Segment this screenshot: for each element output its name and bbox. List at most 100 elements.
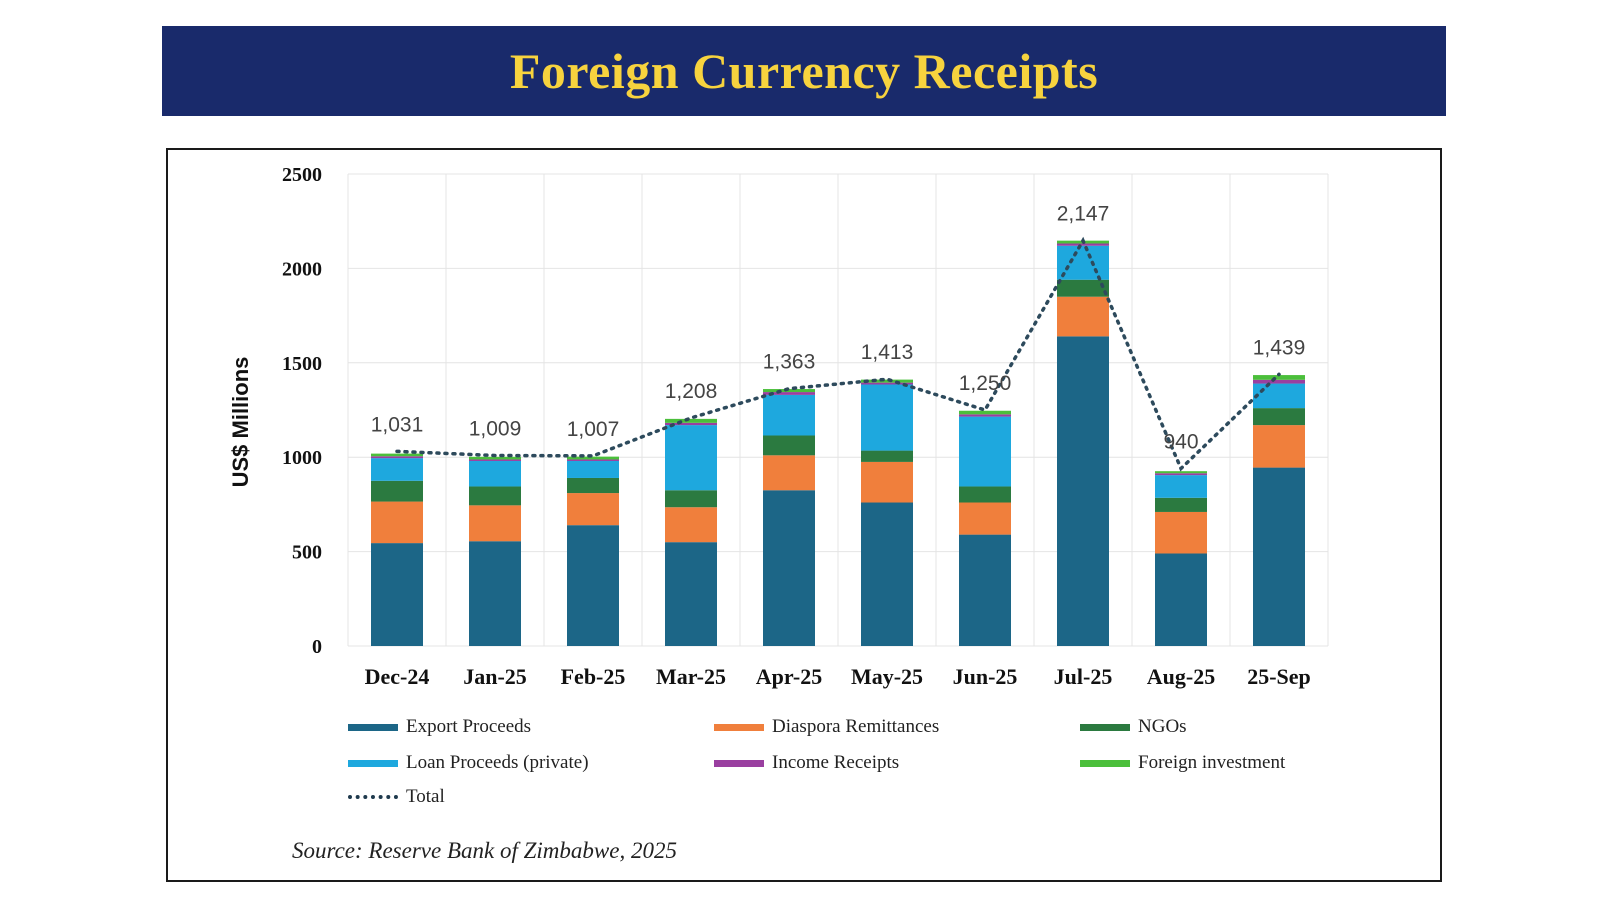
bar-segment-ngos (567, 477, 619, 494)
total-data-label: 1,413 (861, 341, 914, 364)
bar-segment-loan-proceeds-private (665, 425, 717, 491)
total-data-label: 1,208 (665, 380, 718, 403)
bar-segment-export-proceeds (763, 490, 815, 646)
legend-swatch-export-proceeds (348, 723, 398, 731)
legend-label: NGOs (1138, 716, 1187, 737)
total-data-label: 1,439 (1253, 336, 1306, 359)
bar-segment-income-receipts (371, 456, 423, 459)
legend-item-total: Total (348, 786, 445, 808)
bar-segment-income-receipts (567, 459, 619, 461)
y-tick-label: 1500 (282, 353, 322, 375)
bar-segment-foreign-investment (763, 389, 815, 393)
bar-segment-ngos (861, 450, 913, 462)
total-data-label: 1,031 (371, 413, 424, 436)
bar-segment-loan-proceeds-private (1253, 383, 1305, 409)
legend-label: Total (406, 786, 445, 807)
bar-segment-ngos (665, 490, 717, 508)
legend-swatch-income-receipts (714, 759, 764, 767)
x-tick-label: Feb-25 (561, 664, 626, 689)
total-data-label: 1,009 (469, 418, 522, 441)
bar-segment-income-receipts (861, 382, 913, 385)
bar-segment-diaspora-remittances (959, 502, 1011, 535)
chart-title-banner: Foreign Currency Receipts (162, 26, 1446, 116)
legend-label: Income Receipts (772, 752, 900, 773)
legend-swatch-total (348, 795, 398, 799)
total-data-label: 1,007 (567, 418, 620, 441)
bar-segment-foreign-investment (567, 456, 619, 460)
total-data-label: 1,250 (959, 372, 1012, 395)
legend-item-diaspora-remittances: Diaspora Remittances (714, 716, 939, 738)
bar-segment-foreign-investment (469, 456, 521, 460)
bar-segment-loan-proceeds-private (567, 460, 619, 478)
total-line (395, 236, 1281, 472)
chart-svg: 0 500 1000 1500 2000 2500 US$ Millions Dec-24 Ja… (228, 164, 1329, 689)
bar-segment-income-receipts (1155, 473, 1207, 476)
bar-segment-foreign-investment (665, 418, 717, 423)
bar-segment-export-proceeds (371, 543, 423, 646)
legend-swatch-foreign-investment (1080, 759, 1130, 767)
legend-label: Foreign investment (1138, 752, 1286, 773)
bar-segment-export-proceeds (567, 525, 619, 646)
bar-segment-foreign-investment (861, 379, 913, 383)
bar-segment-foreign-investment (371, 453, 423, 457)
y-tick-label: 1000 (282, 447, 322, 469)
legend-item-loan-proceeds: Loan Proceeds (private) (348, 752, 589, 774)
total-data-label: 2,147 (1057, 203, 1110, 226)
bar-segment-loan-proceeds-private (1057, 245, 1109, 280)
bar-segment-loan-proceeds-private (763, 394, 815, 436)
legend-label: Diaspora Remittances (772, 716, 940, 737)
x-tick-label: Dec-24 (365, 664, 430, 689)
bar-segment-export-proceeds (1155, 553, 1207, 646)
x-tick-label: Mar-25 (656, 664, 726, 689)
x-tick-label: Aug-25 (1147, 664, 1215, 689)
bar-segment-export-proceeds (665, 542, 717, 646)
bar-segment-income-receipts (1253, 379, 1305, 384)
bar-segment-diaspora-remittances (371, 501, 423, 544)
legend-swatch-ngos (1080, 723, 1130, 731)
bar-segment-export-proceeds (959, 534, 1011, 646)
bar-segment-loan-proceeds-private (861, 384, 913, 451)
total-data-label: 940 (1163, 431, 1198, 454)
bar-segment-ngos (1155, 497, 1207, 512)
x-tick-label: May-25 (851, 664, 923, 689)
bar-segment-diaspora-remittances (763, 455, 815, 491)
y-tick-label: 2000 (282, 258, 322, 280)
x-tick-label: Jul-25 (1054, 664, 1113, 689)
bar-segment-income-receipts (763, 392, 815, 395)
bar-segment-foreign-investment (1155, 471, 1207, 474)
bar-segment-income-receipts (959, 414, 1011, 417)
bar-segment-loan-proceeds-private (959, 416, 1011, 487)
total-data-label: 1,363 (763, 351, 816, 374)
legend-item-income-receipts: Income Receipts (714, 752, 899, 774)
bar-segment-income-receipts (665, 422, 717, 426)
bar-segment-diaspora-remittances (1057, 296, 1109, 337)
bar-segment-diaspora-remittances (1253, 425, 1305, 468)
bar-segment-ngos (469, 486, 521, 506)
x-tick-label: 25-Sep (1247, 664, 1311, 689)
y-tick-label: 2500 (282, 164, 322, 186)
source-note: Source: Reserve Bank of Zimbabwe, 2025 (292, 838, 677, 863)
chart-title: Foreign Currency Receipts (509, 43, 1099, 99)
y-axis-label: US$ Millions (228, 357, 253, 488)
bar-segment-income-receipts (469, 459, 521, 461)
bar-segment-loan-proceeds-private (371, 458, 423, 481)
bar-segment-foreign-investment (959, 410, 1011, 415)
x-tick-label: Jun-25 (953, 664, 1018, 689)
bar-segment-diaspora-remittances (861, 461, 913, 503)
bar-segment-export-proceeds (861, 502, 913, 646)
x-tick-label: Apr-25 (756, 664, 822, 689)
y-tick-label: 0 (312, 636, 322, 658)
bar-segment-loan-proceeds-private (469, 460, 521, 487)
bar-segment-diaspora-remittances (567, 493, 619, 526)
bar-segment-ngos (959, 486, 1011, 503)
legend-item-export-proceeds: Export Proceeds (348, 716, 531, 738)
x-tick-label: Jan-25 (463, 664, 527, 689)
legend-swatch-loan-proceeds (348, 759, 398, 767)
bar-segment-loan-proceeds-private (1155, 475, 1207, 498)
legend-item-ngos: NGOs (1080, 716, 1187, 738)
bar-segment-export-proceeds (1253, 467, 1305, 646)
bar-segment-diaspora-remittances (1155, 511, 1207, 554)
legend-label: Export Proceeds (406, 716, 532, 737)
bar-segment-ngos (1057, 279, 1109, 297)
legend-item-foreign-investment: Foreign investment (1080, 752, 1285, 774)
